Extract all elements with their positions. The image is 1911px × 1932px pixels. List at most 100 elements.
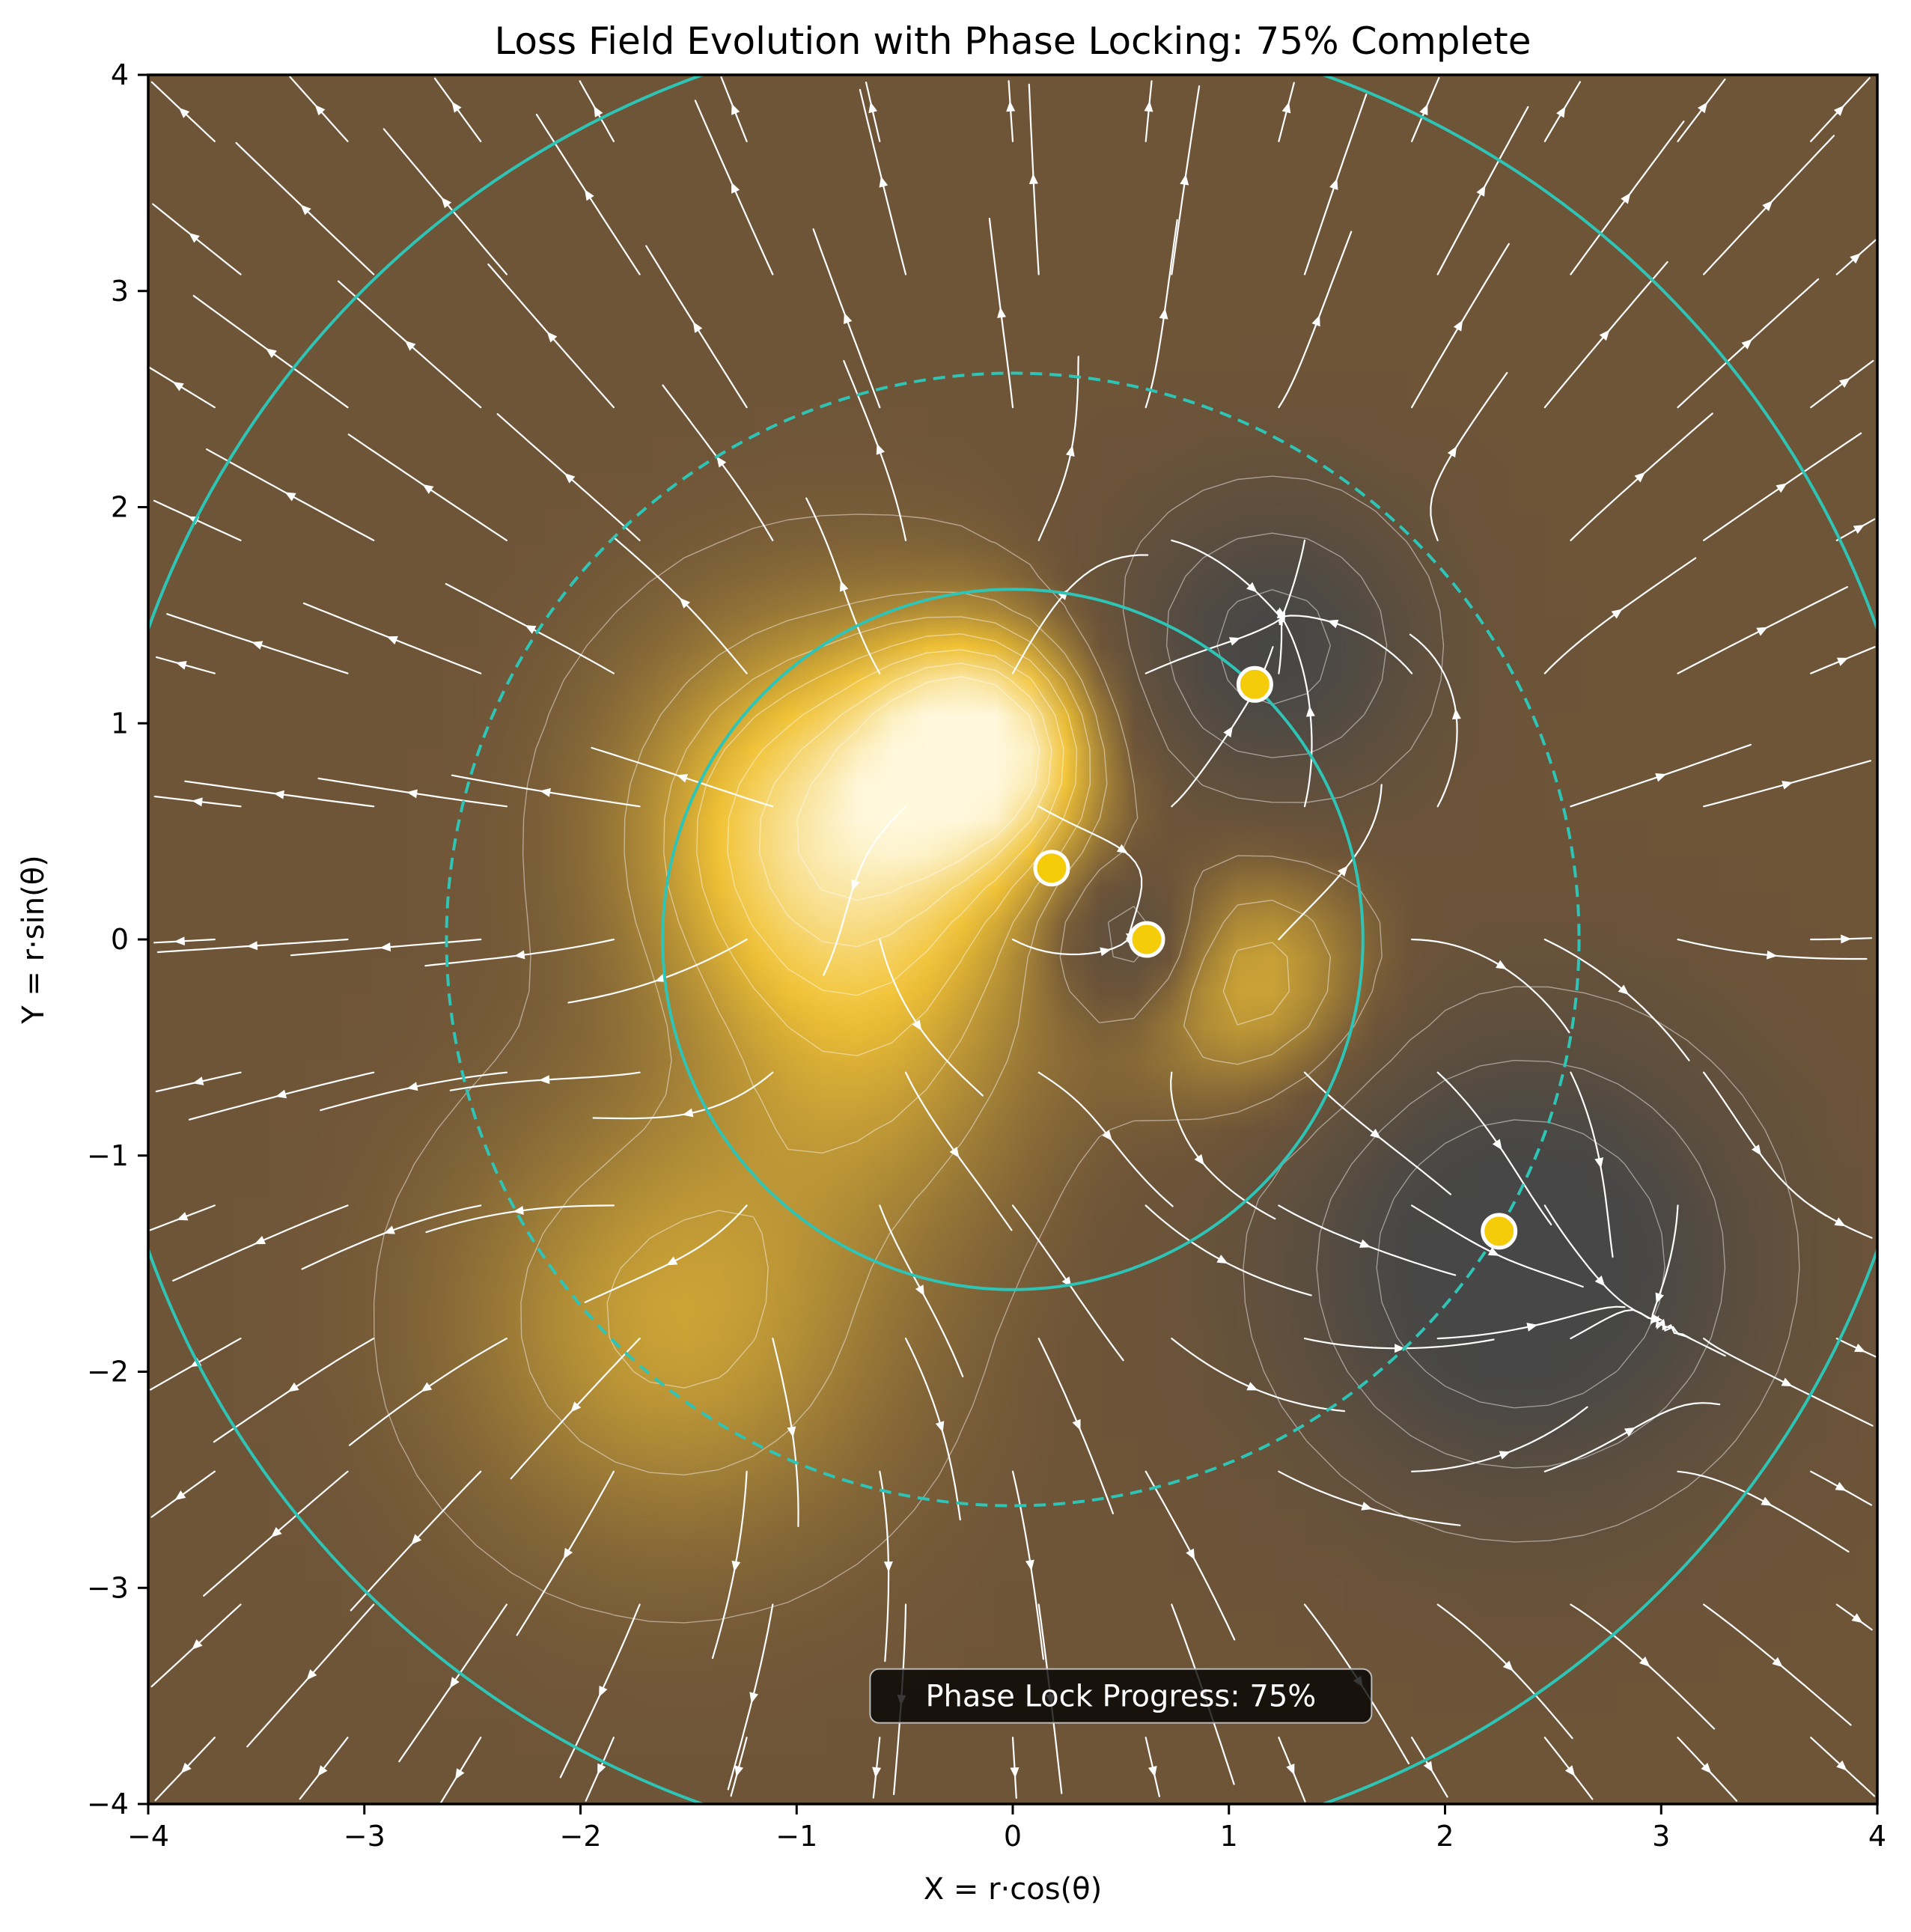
streamline-arrow-161 <box>1841 934 1852 944</box>
reference-rings <box>148 75 1877 1804</box>
streamline-arrow-90 <box>1006 100 1016 112</box>
streamline-arrow-29 <box>421 1382 433 1392</box>
streamline-arrow-148 <box>1752 1144 1762 1156</box>
contour-level-8 <box>758 662 1052 948</box>
y-axis-label: Y = r·sin(θ) <box>16 855 51 1025</box>
contour-level-1 <box>1165 532 1726 1469</box>
streamline-arrow-146 <box>1781 1377 1793 1387</box>
streamline-arrow-110 <box>1338 865 1348 877</box>
streamline-arrow-127 <box>1453 320 1463 332</box>
streamline-arrow-119 <box>1499 1451 1511 1460</box>
streamline-arrow-152 <box>1776 483 1787 493</box>
y-axis-ticks: −4 −3 −2 −1 0 1 2 3 4 <box>87 58 148 1820</box>
streamline-arrow-28 <box>411 1534 422 1545</box>
streamline-arrow-166 <box>1833 105 1844 116</box>
marker-point-0 <box>1236 665 1273 703</box>
streamline-arrow-118 <box>1502 1660 1514 1672</box>
streamline-arrow-62 <box>692 321 703 333</box>
streamline-arrow-10 <box>172 382 184 391</box>
streamline-arrow-108 <box>1359 1239 1371 1248</box>
streamline-arrow-132 <box>1624 1427 1636 1436</box>
streamline-arrow-124 <box>1451 708 1461 720</box>
streamline-arrow-12 <box>178 107 190 118</box>
x-tick-label-2: −2 <box>559 1820 601 1853</box>
streamline-arrow-135 <box>1594 1157 1604 1169</box>
contour-level-4 <box>520 591 1331 1475</box>
streamline-arrow-157 <box>1851 1613 1863 1624</box>
streamline-arrow-48 <box>564 472 576 484</box>
streamline-arrow-106 <box>1361 1502 1373 1511</box>
streamline-arrow-147 <box>1655 1292 1664 1304</box>
marker-point-1 <box>1033 850 1070 887</box>
streamline-arrow-31 <box>406 1082 418 1091</box>
x-tick-label-3: −1 <box>775 1820 817 1853</box>
streamline-arrow-19 <box>246 941 258 951</box>
annotation-box <box>869 1668 1373 1724</box>
y-tick-label-4: 0 <box>111 923 129 956</box>
streamline-arrow-13 <box>317 1765 328 1777</box>
streamline-arrow-85 <box>1116 844 1128 854</box>
streamline-arrow-26 <box>455 1768 465 1780</box>
streamline-arrow-11 <box>189 232 200 243</box>
x-tick-label-8: 4 <box>1868 1820 1886 1853</box>
streamline-arrow-151 <box>1756 627 1768 636</box>
streamline-arrow-83 <box>1102 1130 1112 1142</box>
streamline-arrow-50 <box>585 189 594 201</box>
y-tick-label-5: 1 <box>111 707 129 740</box>
streamline-arrow-95 <box>1216 1255 1228 1264</box>
streamline-arrow-144 <box>1772 1657 1783 1668</box>
streamline-arrow-37 <box>441 197 452 209</box>
streamline-arrow-138 <box>1611 609 1623 619</box>
streamline-arrow-126 <box>1447 446 1457 458</box>
streamline-arrow-163 <box>1853 524 1865 534</box>
streamline-arrow-137 <box>1655 773 1667 782</box>
y-tick-label-6: 2 <box>111 491 129 524</box>
streamline-arrow-25 <box>314 104 326 116</box>
streamline-arrow-104 <box>1286 1763 1295 1776</box>
streamline-arrow-122 <box>1492 1139 1502 1151</box>
streamline-arrow-165 <box>1850 253 1861 264</box>
streamline-arrow-47 <box>525 625 537 634</box>
streamline-arrow-43 <box>513 1205 524 1215</box>
streamline-arrow-162 <box>1836 657 1849 666</box>
streamline-arrow-141 <box>1621 192 1631 204</box>
streamline-arrow-14 <box>306 1669 317 1680</box>
streamline-arrow-129 <box>1419 103 1428 116</box>
streamline-arrow-80 <box>1025 1559 1034 1571</box>
x-tick-label-0: −4 <box>127 1820 169 1853</box>
streamline-arrow-55 <box>787 1426 796 1438</box>
annotation-text: Phase Lock Progress: 75% <box>925 1680 1316 1714</box>
streamline-arrow-45 <box>513 950 525 960</box>
streamline-arrow-73 <box>839 580 849 592</box>
streamline-arrow-99 <box>1228 637 1241 646</box>
streamline-arrow-44 <box>539 1075 550 1085</box>
streamline-arrow-0 <box>180 1762 192 1774</box>
streamline-arrow-131 <box>1639 1657 1651 1667</box>
progress-annotation: Phase Lock Progress: 75% <box>869 1668 1373 1724</box>
streamline-arrow-71 <box>912 1020 922 1031</box>
streamline-arrow-16 <box>287 1382 299 1392</box>
streamline-arrow-109 <box>1370 1128 1381 1139</box>
streamline-arrow-94 <box>1246 1382 1258 1391</box>
streamline-arrow-130 <box>1564 1765 1576 1777</box>
streamline-arrow-93 <box>1186 1548 1195 1560</box>
marker-point-2 <box>1128 921 1165 958</box>
streamline-arrow-153 <box>1741 338 1752 350</box>
streamline-arrow-52 <box>734 1765 744 1777</box>
streamline-arrow-125 <box>1327 619 1339 629</box>
y-tick-label-0: −4 <box>87 1788 129 1820</box>
streamline-arrow-34 <box>386 636 398 644</box>
x-tick-label-1: −3 <box>344 1820 385 1853</box>
streamline-arrow-134 <box>1594 1276 1606 1287</box>
contour-level-7 <box>727 649 1064 996</box>
streamline-arrow-72 <box>851 879 860 891</box>
contour-level-9 <box>796 676 1040 901</box>
streamline-arrow-4 <box>177 1212 189 1221</box>
streamline-arrow-54 <box>731 1560 741 1572</box>
marker-point-3 <box>1481 1213 1518 1250</box>
streamline-arrow-40 <box>599 1685 608 1698</box>
streamline-arrow-17 <box>254 1235 266 1245</box>
streamline-arrow-143 <box>1701 1762 1712 1774</box>
streamline-arrow-164 <box>1839 377 1850 388</box>
